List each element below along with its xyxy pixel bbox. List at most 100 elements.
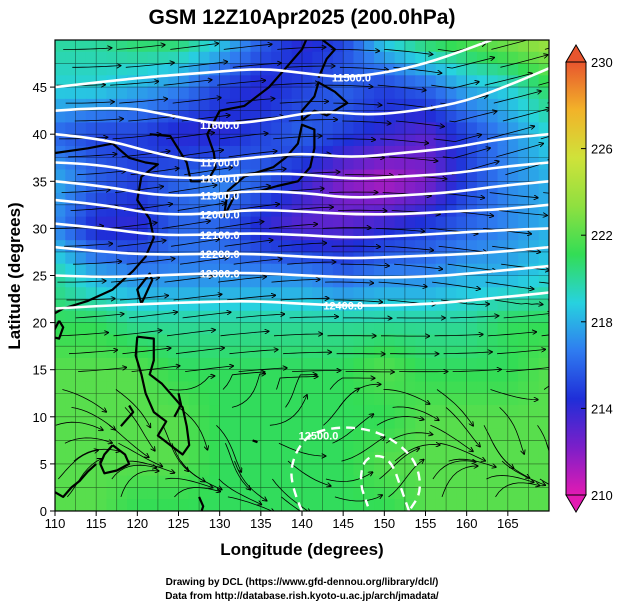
heatmap-cell: [415, 346, 427, 359]
heatmap-cell: [147, 87, 159, 100]
heatmap-cell: [528, 63, 540, 76]
heatmap-cell: [435, 145, 447, 159]
heatmap-cell: [302, 193, 313, 206]
heatmap-cell: [404, 240, 416, 253]
streamline: [235, 117, 283, 122]
heatmap-cell: [456, 381, 468, 394]
heatmap-cell: [291, 169, 303, 182]
heatmap-cell: [476, 63, 488, 76]
heatmap-cell: [425, 251, 437, 265]
heatmap-cell: [199, 452, 210, 465]
heatmap-cell: [250, 475, 262, 489]
heatmap-cell: [518, 487, 530, 500]
streamline: [289, 317, 338, 318]
heatmap-cell: [116, 216, 128, 230]
heatmap-cell: [85, 110, 97, 124]
heatmap-cell: [281, 122, 293, 135]
heatmap-cell: [260, 440, 272, 453]
heatmap-cell: [518, 204, 530, 218]
heatmap-cell: [116, 346, 128, 359]
heatmap-cell: [106, 40, 118, 53]
heatmap-cell: [199, 393, 210, 406]
heatmap-cell: [199, 463, 210, 477]
heatmap-cell: [137, 322, 149, 335]
heatmap-cell: [127, 181, 138, 194]
heatmap-cell: [250, 346, 262, 359]
heatmap-cell: [312, 428, 324, 441]
heatmap-cell: [240, 299, 252, 312]
heatmap-cell: [528, 169, 540, 182]
heatmap-cell: [507, 428, 519, 441]
heatmap-cell: [476, 263, 488, 277]
heatmap-cell: [497, 169, 509, 182]
heatmap-cell: [178, 40, 190, 53]
heatmap-cell: [302, 381, 313, 394]
heatmap-cell: [404, 310, 416, 324]
streamline: [379, 448, 419, 480]
heatmap-cell: [538, 310, 549, 324]
heatmap-cell: [456, 87, 468, 100]
heatmap-cell: [322, 181, 334, 194]
heatmap-cell: [85, 499, 97, 511]
heatmap-cell: [528, 145, 540, 159]
heatmap-cell: [229, 334, 241, 347]
streamline: [269, 224, 317, 229]
heatmap-cell: [476, 287, 488, 300]
heatmap-cell: [394, 193, 406, 206]
heatmap-cell: [178, 63, 190, 76]
heatmap-cell: [209, 145, 221, 159]
heatmap-cell: [425, 322, 437, 335]
heatmap-cell: [446, 75, 457, 88]
heatmap-cell: [127, 228, 138, 241]
heatmap-cell: [476, 393, 488, 406]
heatmap-cell: [178, 51, 190, 65]
heatmap-cell: [302, 393, 313, 406]
heatmap-cell: [250, 357, 262, 371]
heatmap-cell: [425, 263, 437, 277]
heatmap-cell: [435, 122, 447, 135]
heatmap-cell: [157, 63, 169, 76]
heatmap-cell: [332, 216, 344, 230]
height-contour: [55, 67, 549, 125]
heatmap-cell: [199, 169, 210, 182]
heatmap-cell: [353, 369, 365, 383]
heatmap-cell: [85, 428, 97, 441]
heatmap-cell: [384, 157, 396, 171]
heatmap-cell: [137, 181, 149, 194]
heatmap-cell: [528, 98, 540, 112]
heatmap-cell: [260, 452, 272, 465]
heatmap-cell: [116, 63, 128, 76]
y-tick-label: 40: [33, 127, 47, 142]
streamline: [338, 210, 386, 211]
heatmap-cell: [157, 487, 169, 500]
heatmap-cell: [137, 110, 149, 124]
streamline: [171, 443, 205, 481]
heatmap-cell: [65, 75, 77, 88]
heatmap-cell: [240, 75, 252, 88]
heatmap-cell: [85, 98, 97, 112]
heatmap-cell: [271, 51, 283, 65]
heatmap-cell: [85, 193, 97, 206]
heatmap-cell: [415, 63, 427, 76]
heatmap-cell: [456, 169, 468, 182]
heatmap-cell: [456, 369, 468, 383]
heatmap-cell: [137, 416, 149, 430]
heatmap-cell: [446, 393, 457, 406]
heatmap-cell: [281, 63, 293, 76]
heatmap-cell: [55, 299, 66, 312]
heatmap-cell: [507, 381, 519, 394]
streamline: [220, 331, 269, 337]
heatmap-cell: [302, 181, 313, 194]
heatmap-cell: [96, 369, 108, 383]
heatmap-cell: [188, 393, 200, 406]
heatmap-cell: [487, 40, 499, 53]
heatmap-cell: [374, 75, 385, 88]
heatmap-cell: [487, 75, 499, 88]
heatmap-cell: [85, 145, 97, 159]
heatmap-cell: [168, 275, 180, 288]
heatmap-cell: [312, 181, 324, 194]
heatmap-cell: [75, 98, 87, 112]
heatmap-cell: [219, 463, 231, 477]
heatmap-cell: [466, 405, 478, 418]
